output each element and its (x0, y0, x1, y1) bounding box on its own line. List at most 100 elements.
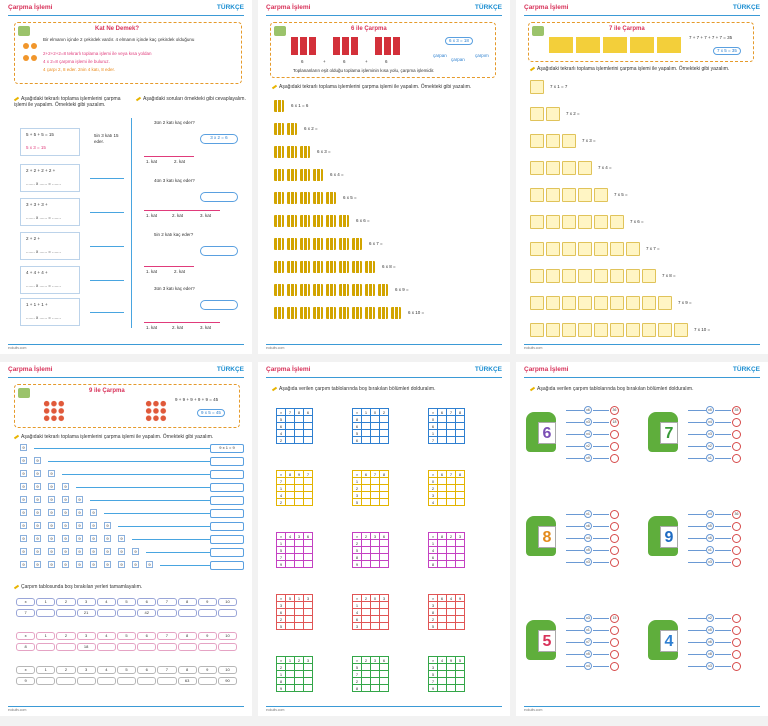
table-answer-cell[interactable] (455, 677, 465, 685)
table-answer-cell[interactable] (370, 684, 380, 692)
answer-box-1[interactable]: 3 x 2 = 6 (200, 134, 238, 144)
answer-box[interactable] (210, 561, 244, 570)
table-answer-cell[interactable] (437, 415, 447, 423)
table-answer-cell[interactable] (379, 477, 389, 485)
table-answer-cell[interactable] (285, 601, 295, 609)
answer-circle[interactable]: 15 (610, 613, 619, 623)
answer-circle[interactable] (732, 557, 741, 567)
table-answer-cell[interactable] (303, 560, 313, 568)
table-answer-cell[interactable] (379, 622, 389, 630)
table-answer-cell[interactable] (379, 539, 389, 547)
table-answer-cell[interactable] (303, 491, 313, 499)
table-answer-cell[interactable] (303, 429, 313, 437)
table-answer-cell[interactable] (446, 415, 456, 423)
table-answer-cell[interactable] (361, 622, 371, 630)
table-answer-cell[interactable] (446, 677, 456, 685)
table-answer-cell[interactable] (437, 608, 447, 616)
table-answer-cell[interactable] (379, 498, 389, 506)
table-answer-cell[interactable] (361, 415, 371, 423)
table-answer-cell[interactable] (285, 539, 295, 547)
table-answer-cell[interactable] (303, 684, 313, 692)
table-answer-cell[interactable] (455, 560, 465, 568)
table-answer-cell[interactable] (455, 498, 465, 506)
strip-input[interactable] (157, 643, 177, 651)
table-answer-cell[interactable] (437, 601, 447, 609)
table-answer-cell[interactable] (361, 608, 371, 616)
table-answer-cell[interactable] (446, 539, 456, 547)
table-answer-cell[interactable] (303, 436, 313, 444)
table-answer-cell[interactable] (361, 553, 371, 561)
table-answer-cell[interactable] (294, 415, 304, 423)
answer-box[interactable] (210, 509, 244, 518)
table-answer-cell[interactable] (285, 677, 295, 685)
table-answer-cell[interactable] (437, 491, 447, 499)
table-answer-cell[interactable] (379, 601, 389, 609)
table-answer-cell[interactable] (285, 415, 295, 423)
table-answer-cell[interactable] (379, 436, 389, 444)
table-answer-cell[interactable] (446, 436, 456, 444)
table-answer-cell[interactable] (455, 477, 465, 485)
table-answer-cell[interactable] (379, 615, 389, 623)
table-answer-cell[interactable] (285, 663, 295, 671)
strip-input[interactable] (116, 643, 137, 651)
answer-circle[interactable] (732, 637, 741, 647)
table-answer-cell[interactable] (446, 498, 456, 506)
table-answer-cell[interactable] (370, 608, 380, 616)
table-answer-cell[interactable] (294, 663, 304, 671)
strip-input[interactable] (96, 609, 116, 617)
table-answer-cell[interactable] (285, 560, 295, 568)
table-answer-cell[interactable] (379, 429, 389, 437)
answer-circle[interactable] (610, 509, 619, 519)
table-answer-cell[interactable] (285, 436, 295, 444)
answer-box-4[interactable] (200, 300, 238, 310)
answer-box[interactable] (210, 522, 244, 531)
table-answer-cell[interactable] (455, 670, 465, 678)
table-answer-cell[interactable] (370, 615, 380, 623)
table-answer-cell[interactable] (294, 436, 304, 444)
table-answer-cell[interactable] (455, 601, 465, 609)
table-answer-cell[interactable] (437, 477, 447, 485)
answer-circle[interactable] (610, 441, 619, 451)
strip-input[interactable] (177, 609, 197, 617)
table-answer-cell[interactable] (361, 560, 371, 568)
table-answer-cell[interactable] (361, 615, 371, 623)
answer-box[interactable] (210, 470, 244, 479)
table-answer-cell[interactable] (294, 677, 304, 685)
table-answer-cell[interactable] (303, 622, 313, 630)
table-answer-cell[interactable] (294, 615, 304, 623)
table-answer-cell[interactable] (455, 615, 465, 623)
table-answer-cell[interactable] (303, 498, 313, 506)
strip-input[interactable] (56, 677, 76, 685)
table-answer-cell[interactable] (285, 484, 295, 492)
table-answer-cell[interactable] (370, 491, 380, 499)
answer-circle[interactable] (732, 441, 741, 451)
table-answer-cell[interactable] (361, 491, 371, 499)
table-answer-cell[interactable] (361, 684, 371, 692)
table-answer-cell[interactable] (361, 677, 371, 685)
table-answer-cell[interactable] (446, 429, 456, 437)
table-answer-cell[interactable] (361, 429, 371, 437)
answer-circle[interactable]: 36 (610, 405, 619, 415)
strip-input[interactable] (36, 643, 56, 651)
table-answer-cell[interactable] (303, 553, 313, 561)
table-answer-cell[interactable] (455, 415, 465, 423)
table-answer-cell[interactable] (361, 539, 371, 547)
table-answer-cell[interactable] (361, 484, 371, 492)
table-answer-cell[interactable] (437, 684, 447, 692)
answer-circle[interactable] (732, 533, 741, 543)
answer-box[interactable] (210, 496, 244, 505)
table-answer-cell[interactable] (303, 663, 313, 671)
table-answer-cell[interactable] (379, 677, 389, 685)
table-answer-cell[interactable] (455, 491, 465, 499)
table-answer-cell[interactable] (285, 429, 295, 437)
table-answer-cell[interactable] (446, 601, 456, 609)
table-answer-cell[interactable] (437, 484, 447, 492)
table-answer-cell[interactable] (294, 546, 304, 554)
table-answer-cell[interactable] (437, 615, 447, 623)
table-answer-cell[interactable] (285, 684, 295, 692)
table-answer-cell[interactable] (379, 484, 389, 492)
table-answer-cell[interactable] (294, 670, 304, 678)
table-answer-cell[interactable] (294, 491, 304, 499)
table-answer-cell[interactable] (455, 436, 465, 444)
answer-circle[interactable] (610, 429, 619, 439)
